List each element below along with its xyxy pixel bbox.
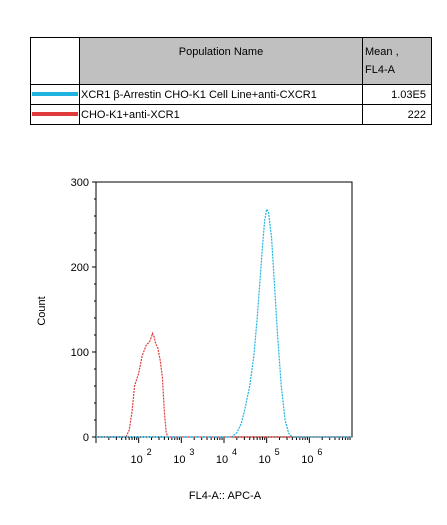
mean-header-line2: FL4-A — [365, 64, 395, 76]
histogram-series-1 — [96, 207, 352, 438]
legend-swatch-cyan — [32, 92, 78, 96]
y-tick-label: 200 — [71, 262, 89, 274]
y-tick-label: 100 — [71, 347, 89, 359]
x-tick-label-exponent: 2 — [147, 447, 152, 457]
legend-swatch-cell — [30, 84, 80, 105]
mean-value-cell: 1.03E5 — [362, 84, 432, 105]
x-tick-label-base: 10 — [131, 454, 143, 466]
plot-frame — [95, 181, 353, 438]
y-tick-label: 300 — [71, 177, 89, 189]
population-legend-table: Population Name Mean , FL4-A XCR1 β-Arre… — [30, 37, 432, 125]
population-name-cell: CHO-K1+anti-XCR1 — [79, 104, 363, 125]
population-name-cell: XCR1 β-Arrestin CHO-K1 Cell Line+anti-CX… — [79, 84, 363, 105]
legend-swatch-cell — [30, 104, 80, 125]
x-axis-label: FL4-A:: APC-A — [189, 490, 262, 502]
mean-value-cell: 222 — [362, 104, 432, 125]
legend-row-xcr1-cxcr1: XCR1 β-Arrestin CHO-K1 Cell Line+anti-CX… — [30, 84, 432, 105]
legend-header-blank-cell — [30, 37, 80, 85]
mean-header-line1: Mean , — [365, 46, 399, 58]
x-tick-label-exponent: 4 — [232, 447, 237, 457]
x-tick-label-exponent: 3 — [189, 447, 194, 457]
x-tick-label-exponent: 5 — [275, 447, 280, 457]
x-tick-label-base: 10 — [259, 454, 271, 466]
x-tick-label-exponent: 6 — [317, 447, 322, 457]
legend-row-cho-k1: CHO-K1+anti-XCR1 222 — [30, 104, 432, 125]
y-tick-label: 0 — [83, 432, 89, 444]
y-axis-label: Count — [36, 296, 48, 325]
mean-header: Mean , FL4-A — [362, 37, 432, 85]
legend-swatch-red — [32, 112, 78, 116]
plot-layer: 0 100 200 300 10 2 10 3 10 4 10 5 10 6 — [71, 177, 353, 466]
histogram-series-0 — [96, 331, 352, 438]
x-tick-label-base: 10 — [216, 454, 228, 466]
x-tick-label-base: 10 — [301, 454, 313, 466]
x-tick-label-base: 10 — [173, 454, 185, 466]
